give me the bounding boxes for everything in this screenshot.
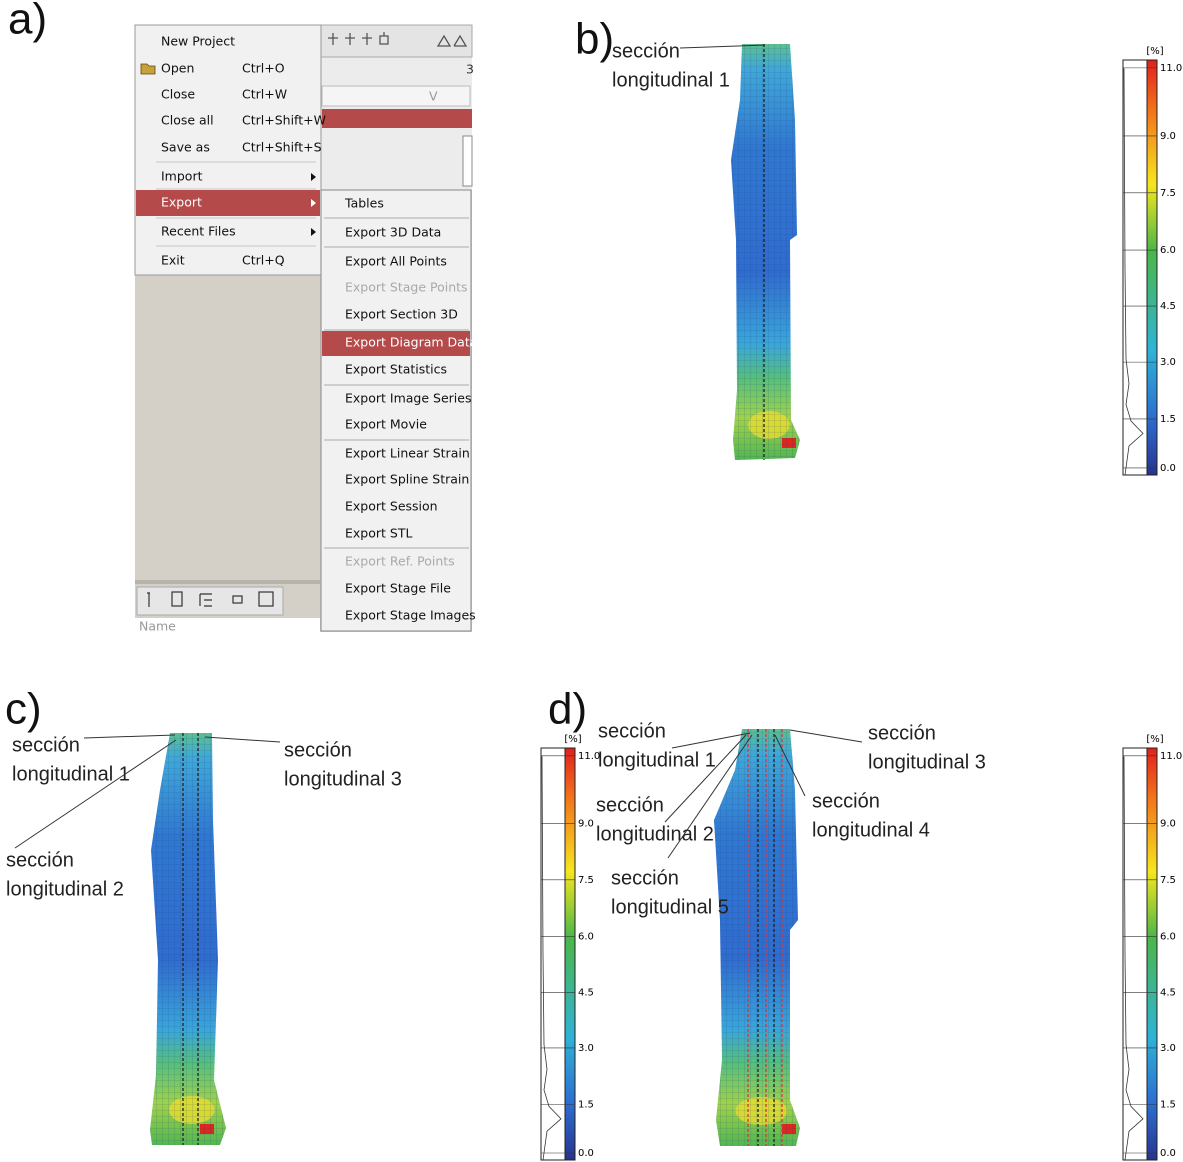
section-label: longitudinal 2: [596, 823, 714, 845]
menu-shortcut: Ctrl+O: [242, 61, 285, 76]
selected-row: [322, 109, 472, 128]
colorbar-unit: [%]: [1146, 734, 1163, 745]
submenu-item[interactable]: Export All Points: [345, 254, 447, 269]
tab-bar: [137, 587, 283, 615]
section-label: longitudinal 5: [611, 896, 729, 918]
menu-shortcut: Ctrl+Shift+W: [242, 113, 326, 128]
panel-label: c): [5, 685, 42, 734]
section-label: longitudinal 3: [868, 751, 986, 773]
section-label: longitudinal 1: [12, 763, 130, 785]
mesh: [150, 733, 226, 1145]
section-label: longitudinal 1: [612, 69, 730, 91]
panel-label: a): [8, 0, 47, 44]
menu-item[interactable]: Exit: [161, 253, 185, 268]
section-label: longitudinal 4: [812, 819, 930, 841]
colorbar-strip: [1147, 60, 1157, 475]
colorbar-label: 1.5: [578, 1099, 594, 1110]
colorbar-label: 11.0: [578, 751, 600, 762]
toolbar: [320, 25, 472, 57]
section-label: sección: [12, 734, 80, 756]
section-label: longitudinal 2: [6, 878, 124, 900]
colorbar-label: 9.0: [578, 818, 594, 829]
submenu-item[interactable]: Export Session: [345, 499, 438, 514]
menu-shortcut: Ctrl+W: [242, 87, 287, 102]
panel-label: d): [548, 685, 587, 734]
section-label: sección: [598, 720, 666, 742]
colorbar-label: 9.0: [1160, 131, 1176, 142]
panel-label: b): [575, 15, 614, 64]
submenu-item[interactable]: Export STL: [345, 526, 412, 541]
menu-item[interactable]: Export: [161, 195, 202, 210]
colorbar-unit: [%]: [564, 734, 581, 745]
colorbar-label: 9.0: [1160, 818, 1176, 829]
submenu-item: Export Stage Points: [345, 280, 468, 295]
side-box: [463, 136, 472, 186]
submenu-item[interactable]: Export 3D Data: [345, 225, 441, 240]
submenu-item[interactable]: Export Section 3D: [345, 307, 458, 322]
colorbar-label: 11.0: [1160, 751, 1182, 762]
colorbar-label: 4.5: [1160, 987, 1176, 998]
colorbar-label: 7.5: [578, 875, 594, 886]
colorbar-strip: [1147, 748, 1157, 1160]
colorbar-strip: [565, 748, 575, 1160]
submenu-item[interactable]: Export Stage Images: [345, 608, 476, 623]
colorbar-label: 3.0: [1160, 1043, 1176, 1054]
menu-shortcut: Ctrl+Shift+S: [242, 140, 322, 155]
colorbar-label: 0.0: [1160, 1148, 1176, 1159]
submenu-item[interactable]: Export Movie: [345, 417, 427, 432]
colorbar-label: 1.5: [1160, 414, 1176, 425]
section-label: sección: [6, 849, 74, 871]
menu-shortcut: Ctrl+Q: [242, 253, 285, 268]
menu-item[interactable]: Import: [161, 169, 203, 184]
section-label: sección: [284, 739, 352, 761]
section-label: longitudinal 3: [284, 768, 402, 790]
submenu-item[interactable]: Export Image Series: [345, 391, 471, 406]
colorbar-unit: [%]: [1146, 46, 1163, 57]
submenu-item[interactable]: Export Linear Strain: [345, 446, 470, 461]
leader-line: [205, 737, 280, 742]
submenu-item[interactable]: Export Diagram Data: [345, 335, 477, 350]
section-label: sección: [812, 790, 880, 812]
section-label: sección: [611, 867, 679, 889]
mesh: [731, 44, 800, 460]
colorbar-label: 7.5: [1160, 188, 1176, 199]
colorbar-label: 1.5: [1160, 1099, 1176, 1110]
submenu-item[interactable]: Export Stage File: [345, 581, 451, 596]
colorbar-label: 11.0: [1160, 63, 1182, 74]
menu-item[interactable]: Save as: [161, 140, 210, 155]
colorbar-label: 4.5: [578, 987, 594, 998]
mesh: [714, 729, 800, 1146]
menu-item[interactable]: Close all: [161, 113, 214, 128]
dropdown-text: V: [429, 89, 438, 104]
colorbar-label: 6.0: [1160, 932, 1176, 943]
column-label: 3: [466, 62, 474, 77]
colorbar-label: 3.0: [1160, 357, 1176, 368]
colorbar-label: 4.5: [1160, 301, 1176, 312]
colorbar-label: 3.0: [578, 1043, 594, 1054]
colorbar-label: 7.5: [1160, 875, 1176, 886]
leader-line: [84, 735, 175, 738]
colorbar-label: 0.0: [1160, 463, 1176, 474]
section-label: longitudinal 1: [598, 749, 716, 771]
menu-item[interactable]: Close: [161, 87, 195, 102]
submenu-item[interactable]: Export Statistics: [345, 362, 447, 377]
list-header-text: Name: [139, 619, 176, 634]
section-label: sección: [612, 40, 680, 62]
section-label: sección: [596, 794, 664, 816]
figure: a) b) c) d) New Project Open Ctrl+O Close Ctrl+W…: [0, 0, 1183, 1162]
section-label: sección: [868, 722, 936, 744]
dropdown[interactable]: [322, 86, 470, 106]
submenu-item[interactable]: Export Spline Strain: [345, 472, 469, 487]
splitter: [135, 580, 320, 584]
colorbar-label: 6.0: [1160, 245, 1176, 256]
leader-line: [672, 733, 750, 748]
colorbar-label: 0.0: [578, 1148, 594, 1159]
submenu-item[interactable]: Tables: [344, 196, 384, 211]
colorbar-label: 6.0: [578, 932, 594, 943]
menu-item[interactable]: Open: [161, 61, 194, 76]
submenu-item: Export Ref. Points: [345, 554, 455, 569]
menu-item[interactable]: Recent Files: [161, 224, 236, 239]
leader-line: [790, 730, 862, 742]
menu-item[interactable]: New Project: [161, 34, 235, 49]
